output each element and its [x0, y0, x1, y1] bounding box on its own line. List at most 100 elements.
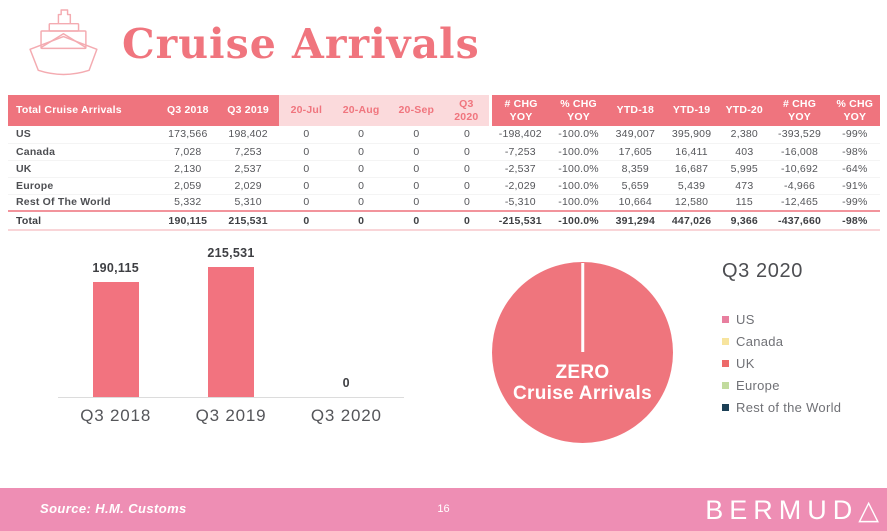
page-header: Cruise Arrivals [20, 6, 480, 78]
cell: 0 [333, 177, 389, 195]
legend-swatch-icon [722, 337, 729, 345]
cell: 2,380 [719, 126, 770, 144]
cell: 0 [443, 177, 491, 195]
cell: 115 [719, 194, 770, 212]
column-header: % CHG YOY [550, 95, 607, 126]
cell: 5,310 [216, 194, 280, 212]
cell: 10,664 [606, 194, 664, 212]
legend-swatch-icon [722, 403, 729, 411]
cell: 5,995 [719, 160, 770, 178]
table-header-row: Total Cruise Arrivals Q3 2018 Q3 2019 20-Ju… [8, 95, 880, 126]
cell: 0 [279, 194, 334, 212]
column-header: # CHG YOY [769, 95, 830, 126]
cell: 403 [719, 143, 770, 161]
page-number: 16 [437, 503, 450, 515]
cell: 0 [333, 126, 389, 144]
cell: -7,253 [490, 143, 551, 161]
bar-slot: 215,531 [173, 246, 288, 397]
column-header: Q3 2020 [443, 95, 491, 126]
cell: -91% [829, 177, 880, 195]
cell: 5,332 [158, 194, 217, 212]
cell: 2,537 [216, 160, 280, 178]
cell: 17,605 [606, 143, 664, 161]
bar-value-label: 0 [342, 376, 350, 390]
cell: 2,029 [216, 177, 280, 195]
cell: -100.0% [550, 126, 607, 144]
column-header: % CHG YOY [829, 95, 880, 126]
pie-chart: ZERO Cruise Arrivals [492, 262, 673, 443]
column-header: YTD-20 [719, 95, 770, 126]
wordmark-letters: BERMUD [705, 495, 859, 525]
column-header: YTD-18 [606, 95, 664, 126]
bar-chart-plot-area: 190,115 215,531 0 [58, 246, 404, 398]
cell: -100.0% [550, 194, 607, 212]
bar-slot: 0 [289, 260, 404, 397]
cruise-ship-icon [20, 6, 106, 78]
cell: 12,580 [663, 194, 720, 212]
cell: 215,531 [216, 210, 280, 231]
x-axis-label: Q3 2019 [195, 406, 267, 425]
bar-value-label: 215,531 [207, 246, 255, 260]
legend-title: Q3 2020 [722, 260, 803, 282]
cell: 0 [388, 177, 444, 195]
cell: -98% [829, 143, 880, 161]
legend-item: Rest of the World [722, 396, 841, 418]
cell: 16,687 [663, 160, 720, 178]
cell: 2,130 [158, 160, 217, 178]
pie-center-text: ZERO Cruise Arrivals [492, 362, 673, 404]
legend-items: US Canada UK Europe Rest of the World [722, 308, 841, 418]
legend-label: Rest of the World [736, 399, 842, 415]
cell: 0 [333, 143, 389, 161]
cell: 0 [279, 210, 334, 231]
cell: -2,029 [490, 177, 551, 195]
wordmark-triangle-a: △ [858, 495, 879, 525]
cell: -99% [829, 126, 880, 144]
cell: 0 [279, 177, 334, 195]
column-header: Q3 2019 [216, 95, 280, 126]
pie-text-line1: ZERO [555, 362, 610, 383]
pie-text-line2: Cruise Arrivals [513, 383, 652, 404]
cell: 198,402 [216, 126, 280, 144]
legend-label: UK [736, 355, 755, 371]
legend-item: Europe [722, 374, 841, 396]
cell: 16,411 [663, 143, 720, 161]
cell: 0 [279, 160, 334, 178]
cell: -215,531 [490, 210, 551, 231]
row-label: UK [8, 160, 159, 178]
table-row: US 173,566 198,402 0 0 0 0 -198,402 -100.0% 349,0… [8, 126, 880, 144]
column-header: # CHG YOY [488, 95, 551, 126]
row-label: Rest Of The World [8, 194, 159, 212]
table-total-row: Total 190,115 215,531 0 0 0 0 -215,531 -100.0% 39… [8, 210, 880, 231]
cell: 0 [279, 143, 334, 161]
x-axis-label: Q3 2018 [80, 406, 152, 425]
x-axis-label: Q3 2020 [310, 406, 382, 425]
cell: -198,402 [490, 126, 551, 144]
cell: 0 [388, 126, 444, 144]
pie-legend: Q3 2020 US Canada UK Europe Rest of the Worl… [722, 260, 841, 418]
cell: 2,059 [158, 177, 217, 195]
page-title: Cruise Arrivals [122, 20, 480, 68]
cell: 0 [443, 210, 491, 231]
cell: 349,007 [606, 126, 664, 144]
legend-label: Europe [736, 377, 780, 393]
bar-value-label: 190,115 [92, 261, 139, 275]
cell: -5,310 [490, 194, 551, 212]
cell: 0 [443, 143, 491, 161]
cell: 473 [719, 177, 770, 195]
cell: 173,566 [158, 126, 217, 144]
cell: 0 [388, 210, 444, 231]
cell: 190,115 [158, 210, 217, 231]
column-header: Q3 2018 [158, 95, 217, 126]
bar-slot: 190,115 [58, 260, 173, 397]
cell: -4,966 [769, 177, 830, 195]
legend-item: UK [722, 352, 841, 374]
cell: 0 [388, 194, 444, 212]
cell: -100.0% [550, 160, 607, 178]
cell: -10,692 [769, 160, 830, 178]
source-note: Source: H.M. Customs [40, 501, 187, 516]
cell: -98% [829, 210, 880, 231]
table-row: Rest Of The World 5,332 5,310 0 0 0 0 -5,310 -10… [8, 194, 880, 212]
legend-label: US [736, 311, 755, 327]
table-row: Canada 7,028 7,253 0 0 0 0 -7,253 -100.0% 17,605 1… [8, 143, 880, 161]
cell: 0 [443, 126, 491, 144]
